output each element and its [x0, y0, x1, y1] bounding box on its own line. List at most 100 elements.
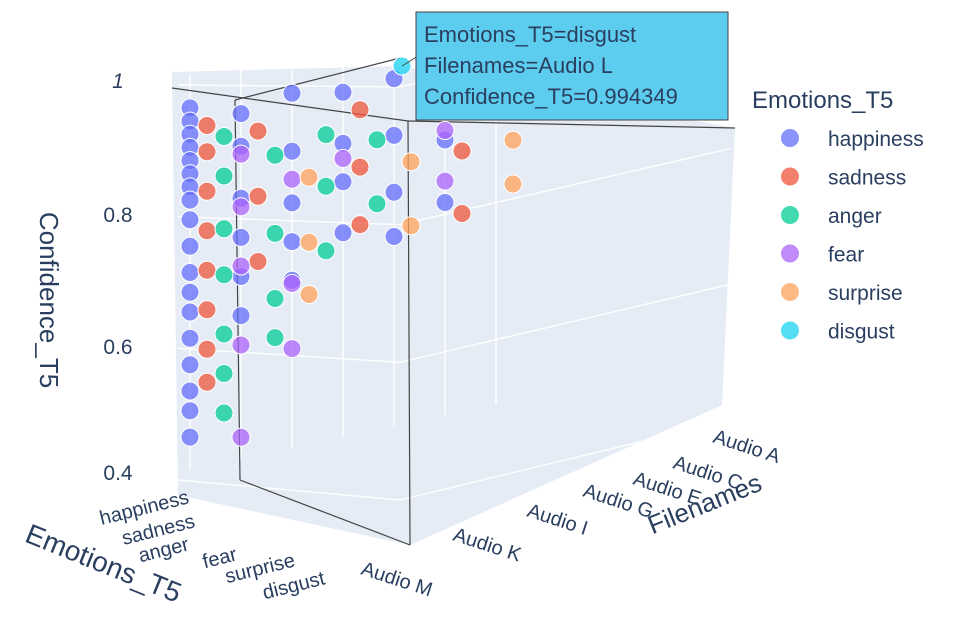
data-point[interactable]	[401, 216, 421, 236]
data-point[interactable]	[316, 241, 336, 261]
tooltip-box	[415, 11, 729, 121]
data-point[interactable]	[282, 141, 302, 161]
data-point[interactable]	[282, 83, 302, 103]
data-point[interactable]	[384, 227, 404, 246]
data-point[interactable]	[503, 130, 523, 150]
data-point[interactable]	[384, 125, 404, 145]
data-point[interactable]	[231, 306, 251, 326]
tooltip-line-1: Emotions_T5=disgust	[424, 22, 636, 47]
y-tick-label: Audio M	[358, 558, 435, 602]
data-point[interactable]	[214, 166, 234, 186]
data-point[interactable]	[231, 197, 251, 217]
data-point[interactable]	[452, 141, 472, 161]
data-point[interactable]	[333, 82, 353, 102]
data-point[interactable]	[214, 403, 234, 423]
z-tick-label: 0.6	[103, 336, 132, 359]
gridlines	[177, 12, 731, 501]
data-point[interactable]	[180, 282, 200, 302]
data-point[interactable]	[180, 190, 200, 210]
data-point[interactable]	[248, 121, 268, 141]
legend-item-surprise[interactable]: surprise	[781, 282, 903, 305]
data-point[interactable]	[384, 182, 404, 202]
data-point[interactable]	[299, 285, 319, 304]
data-point[interactable]	[248, 186, 268, 206]
data-point[interactable]	[180, 355, 200, 375]
legend-label: surprise	[828, 282, 903, 305]
data-point[interactable]	[180, 328, 200, 348]
data-point[interactable]	[316, 176, 336, 196]
tooltip-line-3: Confidence_T5=0.994349	[424, 84, 678, 109]
data-point[interactable]	[197, 181, 217, 201]
data-point[interactable]	[265, 289, 285, 308]
data-point[interactable]	[180, 263, 200, 282]
data-point[interactable]	[282, 339, 302, 359]
data-point[interactable]	[180, 236, 200, 256]
data-point[interactable]	[316, 125, 336, 145]
data-point[interactable]	[350, 100, 370, 120]
data-point[interactable]	[197, 260, 217, 280]
data-point[interactable]	[350, 215, 370, 235]
data-point[interactable]	[452, 204, 472, 223]
data-point[interactable]	[333, 223, 353, 243]
legend-marker	[781, 244, 799, 263]
data-point[interactable]	[214, 265, 234, 285]
legend-item-disgust[interactable]: disgust	[781, 321, 895, 344]
legend-marker	[781, 167, 799, 186]
data-point[interactable]	[265, 223, 285, 243]
data-point[interactable]	[231, 256, 251, 276]
data-point[interactable]	[214, 219, 234, 239]
edge-back-top	[171, 87, 409, 122]
data-point[interactable]	[435, 121, 455, 140]
edge-front-top	[407, 120, 736, 129]
legend-item-sadness[interactable]: sadness	[781, 167, 906, 190]
data-point[interactable]	[282, 274, 302, 293]
legend-label: happiness	[828, 128, 924, 151]
data-point[interactable]	[180, 427, 200, 447]
data-point[interactable]	[231, 427, 251, 447]
data-point[interactable]	[197, 142, 217, 162]
data-point[interactable]	[180, 401, 200, 421]
legend-item-happiness[interactable]: happiness	[781, 128, 924, 151]
data-point[interactable]	[231, 227, 251, 247]
legend-item-anger[interactable]: anger	[781, 205, 882, 228]
data-point[interactable]	[231, 104, 251, 124]
data-point[interactable]	[350, 157, 370, 177]
legend-label: disgust	[828, 321, 895, 344]
data-point[interactable]	[282, 193, 302, 213]
data-point[interactable]	[435, 193, 455, 212]
data-point[interactable]	[282, 232, 302, 252]
data-point[interactable]	[299, 167, 319, 187]
data-point[interactable]	[282, 169, 302, 189]
data-point[interactable]	[299, 232, 319, 252]
data-point[interactable]	[197, 116, 217, 135]
data-point[interactable]	[503, 174, 523, 194]
data-point[interactable]	[180, 381, 200, 401]
data-point[interactable]	[401, 152, 421, 172]
data-point[interactable]	[231, 144, 251, 164]
y-tick-label: Audio K	[450, 524, 524, 567]
data-point[interactable]	[180, 210, 200, 230]
grid-z-right-1	[399, 283, 731, 364]
data-point[interactable]	[214, 324, 234, 344]
data-point[interactable]	[231, 335, 251, 355]
legend-items: happiness sadness anger fear surprise disgust	[781, 128, 924, 344]
legend: Emotions_T5 happiness sadness anger fear sur…	[752, 87, 924, 344]
data-point[interactable]	[214, 127, 234, 146]
data-point[interactable]	[367, 130, 387, 150]
data-point[interactable]	[367, 194, 387, 214]
data-point[interactable]	[197, 221, 217, 241]
data-point[interactable]	[197, 339, 217, 359]
data-point[interactable]	[248, 252, 268, 271]
data-point[interactable]	[435, 171, 455, 191]
data-point[interactable]	[197, 372, 217, 392]
data-point[interactable]	[214, 364, 234, 383]
data-point[interactable]	[333, 149, 353, 168]
data-point[interactable]	[265, 145, 285, 165]
data-point[interactable]	[197, 300, 217, 320]
data-point[interactable]	[333, 172, 353, 192]
legend-item-fear[interactable]: fear	[781, 244, 864, 267]
data-point[interactable]	[180, 302, 200, 322]
data-point[interactable]	[265, 328, 285, 348]
